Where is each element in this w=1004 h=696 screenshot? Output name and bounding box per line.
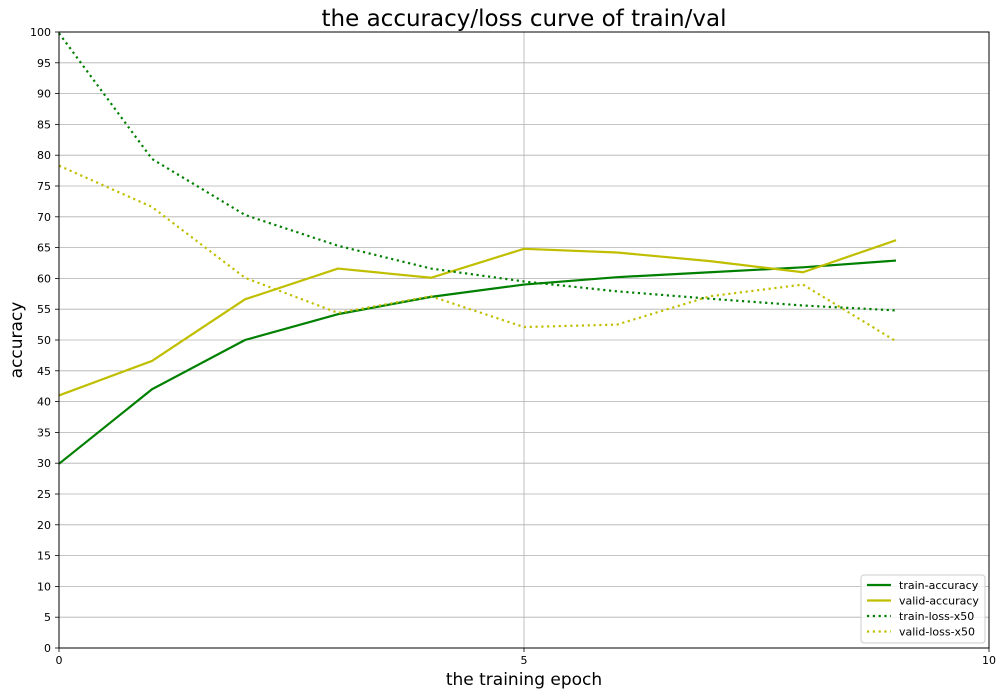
y-tick-label: 55 xyxy=(37,303,51,316)
y-tick-label: 100 xyxy=(30,26,51,39)
y-tick-label: 75 xyxy=(37,180,51,193)
x-axis-label: the training epoch xyxy=(446,670,602,690)
series-line-train-accuracy xyxy=(58,259,897,465)
y-tick-label: 20 xyxy=(37,519,51,532)
legend-label-valid-accuracy: valid-accuracy xyxy=(899,595,979,608)
y-tick-label: 45 xyxy=(37,365,51,378)
series-line-train-loss-x50 xyxy=(58,32,897,312)
plot-series xyxy=(58,32,897,465)
y-tick-label: 60 xyxy=(37,272,51,285)
y-axis-label: accuracy xyxy=(7,302,27,379)
legend: train-accuracy valid-accuracy train-loss-x… xyxy=(860,574,986,644)
y-tick-label: 85 xyxy=(37,118,51,131)
legend-label-train-accuracy: train-accuracy xyxy=(899,579,979,592)
y-tick-label: 35 xyxy=(37,426,51,439)
legend-label-valid-loss-x50: valid-loss-x50 xyxy=(899,626,975,639)
y-axis-ticks: 0 5 10 15 20 25 30 35 40 45 50 55 60 65 70 75 80 85 90 95 10… xyxy=(30,26,59,655)
x-axis-ticks: 0 5 10 xyxy=(56,648,996,667)
y-tick-label: 10 xyxy=(37,580,51,593)
y-tick-label: 25 xyxy=(37,488,51,501)
grid xyxy=(58,31,990,649)
y-tick-label: 70 xyxy=(37,211,51,224)
x-tick-label: 0 xyxy=(56,654,63,667)
x-tick-label: 5 xyxy=(521,654,528,667)
series-line-valid-accuracy xyxy=(58,239,897,397)
y-tick-label: 95 xyxy=(37,57,51,70)
y-tick-label: 90 xyxy=(37,88,51,101)
x-tick-label: 10 xyxy=(982,654,996,667)
y-tick-label: 50 xyxy=(37,334,51,347)
y-tick-label: 65 xyxy=(37,242,51,255)
y-tick-label: 5 xyxy=(44,611,51,624)
y-tick-label: 30 xyxy=(37,457,51,470)
legend-label-train-loss-x50: train-loss-x50 xyxy=(899,610,974,623)
y-tick-label: 15 xyxy=(37,550,51,563)
y-tick-label: 40 xyxy=(37,396,51,409)
chart-title: the accuracy/loss curve of train/val xyxy=(322,6,727,32)
y-tick-label: 0 xyxy=(44,642,51,655)
y-tick-label: 80 xyxy=(37,149,51,162)
legend-box xyxy=(860,574,986,644)
